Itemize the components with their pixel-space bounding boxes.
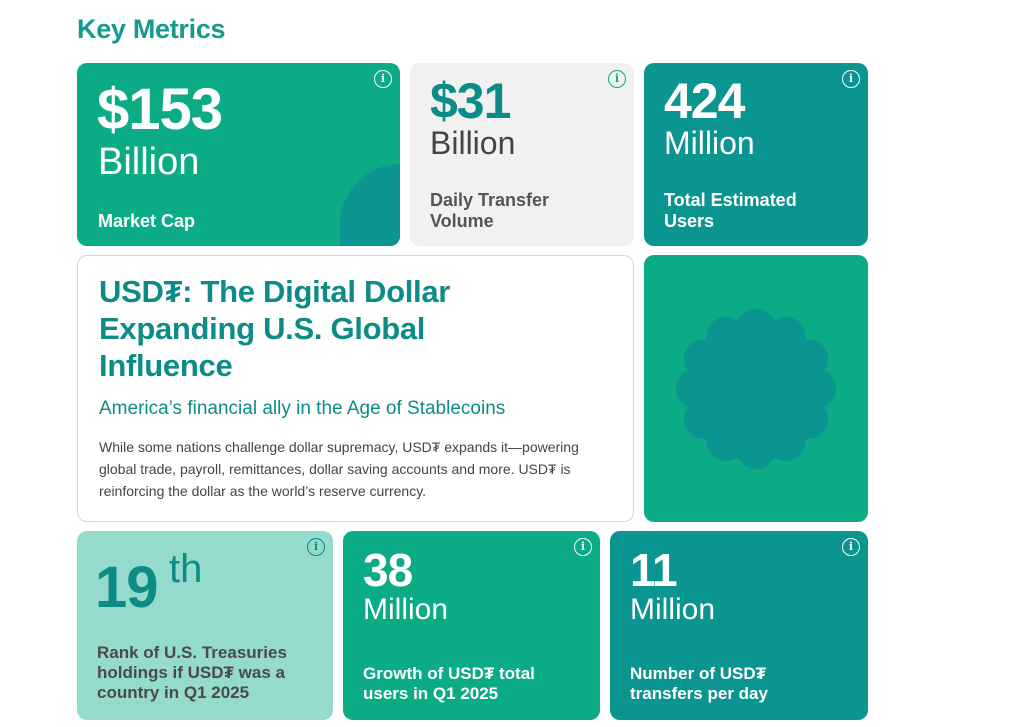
rank-card: i 19 th Rank of U.S. Treasuries holdings… [77, 531, 333, 720]
flower-decor-card [644, 255, 868, 522]
metric-unit: Million [664, 125, 755, 161]
metric-value: 19 [95, 555, 159, 620]
info-icon[interactable]: i [374, 70, 392, 88]
page-title: Key Metrics [77, 14, 226, 44]
info-icon[interactable]: i [574, 538, 592, 556]
users-card: i 424 Million Total Estimated Users [644, 63, 868, 246]
metric-unit: Million [363, 593, 449, 626]
metric-value: 424 [664, 73, 745, 129]
metric-label: Total Estimated Users [664, 190, 797, 231]
info-icon[interactable]: i [842, 70, 860, 88]
metric-label: Growth of USD₮ total users in Q1 2025 [363, 664, 535, 703]
metric-value: 11 [630, 544, 678, 596]
hero-subtitle: America’s financial ally in the Age of S… [99, 398, 506, 419]
metric-value: $31 [430, 73, 511, 129]
metric-label: Daily Transfer Volume [430, 190, 550, 231]
semicircle-decor-icon [340, 164, 400, 225]
metric-label: Market Cap [98, 211, 196, 231]
info-icon[interactable]: i [842, 538, 860, 556]
metric-unit: Billion [98, 141, 200, 183]
flower-decor-icon [676, 309, 836, 469]
metric-unit: Billion [430, 125, 516, 161]
growth-card: i 38 Million Growth of USD₮ total users … [343, 531, 600, 720]
market-cap-card: i $153 Billion Market Cap [77, 63, 400, 246]
transfers-card: i 11 Million Number of USD₮ transfers pe… [610, 531, 868, 720]
metric-value: 38 [363, 544, 413, 596]
metric-value: $153 [97, 77, 223, 142]
info-icon[interactable]: i [307, 538, 325, 556]
info-icon[interactable]: i [608, 70, 626, 88]
metric-label: Number of USD₮ transfers per day [630, 664, 768, 703]
daily-volume-card: i $31 Billion Daily Transfer Volume [410, 63, 634, 246]
metric-label: Rank of U.S. Treasuries holdings if USD₮… [97, 643, 287, 702]
hero-card: USD₮: The Digital Dollar Expanding U.S. … [77, 255, 634, 522]
hero-title: USD₮: The Digital Dollar Expanding U.S. … [99, 274, 451, 383]
metric-unit: Million [630, 593, 716, 626]
hero-body: While some nations challenge dollar supr… [99, 439, 579, 499]
metric-suffix: th [169, 547, 203, 591]
